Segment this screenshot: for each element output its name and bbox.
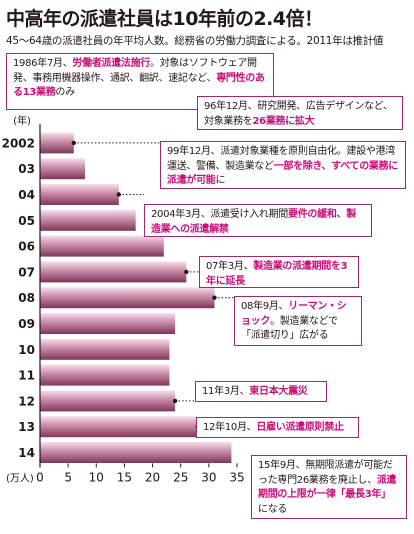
bar-11 (40, 364, 170, 386)
bar-07 (40, 261, 187, 283)
annotation-highlight: 製造業の派遣期間を3年に延長 (206, 261, 348, 287)
annotation-text: 。製造業などで「派遣切り」広がる (241, 315, 338, 342)
bar-03 (40, 158, 86, 180)
annotation-highlight: 派遣期間の上限が一律「最長3年」 (258, 474, 397, 501)
annotation-text: 。対象はソフトウェア開発、事務用機器操作、通訳、翻訳、速記など、 (13, 58, 257, 84)
y-tick-label-05: 05 (18, 214, 35, 228)
leader-dot-a6 (212, 295, 217, 300)
y-tick-label-13: 13 (18, 420, 35, 434)
annotation-text: のみ (55, 87, 75, 98)
annotation-text: に (215, 175, 226, 186)
annotation-text: 07年3月、 (206, 261, 254, 272)
y-tick-label-06: 06 (18, 240, 35, 254)
x-tick-label-35: 35 (229, 470, 244, 484)
annotation-a1: 1986年7月、労働者派遣法施行。対象はソフトウェア開発、事務用機器操作、通訳、… (6, 53, 274, 110)
x-unit-label: (万人) (6, 472, 34, 484)
annotation-text: 2004年3月、派遣受け入れ期間 (151, 209, 289, 220)
annotation-highlight: 日雇い派遣原則禁止 (256, 422, 344, 433)
leader-dot-a3 (71, 140, 76, 146)
annotation-text: 96年12月、研究開発、広告デザインなど、対象業務を (204, 101, 393, 127)
y-tick-label-10: 10 (18, 343, 35, 357)
annotation-a4: 2004年3月、派遣受け入れ期間要件の緩和、製造業への派遣解禁 (144, 204, 372, 237)
bar-09 (40, 313, 176, 334)
annotation-text: 1986年7月、 (13, 58, 73, 69)
x-tick-label-5: 5 (64, 470, 72, 484)
bar-10 (40, 338, 170, 360)
x-tick-label-25: 25 (173, 470, 188, 484)
annotation-highlight: 要件の緩和、製造業への派遣解禁 (151, 209, 356, 235)
annotation-a3: 99年12月、派遣対象業種を原則自由化。建設や港湾運送、警備、製造業など一部を除… (160, 141, 406, 189)
y-tick-label-03: 03 (18, 162, 35, 176)
bar-2002 (40, 132, 74, 154)
annotation-a7: 11年3月、東日本大震災 (195, 381, 327, 402)
y-tick-label-08: 08 (18, 291, 35, 305)
bar-14 (40, 442, 232, 463)
annotation-text: 99年12月、派遣対象業種を原則自由化。建設や港湾運送、警備、製造業など (167, 146, 395, 172)
y-tick-label-04: 04 (18, 188, 35, 202)
y-tick-label-09: 09 (18, 317, 35, 331)
annotation-text: 08年9月、 (241, 301, 289, 312)
annotation-highlight: 専門性のある13業務 (13, 72, 265, 99)
bar-06 (40, 235, 164, 257)
annotation-a2: 96年12月、研究開発、広告デザインなど、対象業務を26業務に拡大 (197, 96, 403, 130)
x-tick-label-30: 30 (201, 470, 216, 484)
bar-04 (40, 184, 119, 205)
chart-title: 中高年の派遣社員は10年前の2.4倍！ (6, 8, 323, 30)
bar-05 (40, 209, 136, 231)
annotation-text: 12年10月、 (203, 422, 257, 433)
annotation-highlight: 26業務に拡大 (252, 115, 315, 127)
annotation-a8: 12年10月、日雇い派遣原則禁止 (196, 417, 359, 438)
annotation-text: 11年3月、 (202, 386, 250, 397)
leader-dot-a4 (116, 192, 122, 197)
bar-08 (40, 287, 215, 309)
bar-12 (40, 390, 176, 412)
leader-dot-a5 (184, 269, 189, 275)
annotation-highlight: 東日本大震災 (249, 386, 308, 397)
annotation-text: 15年9月、無期限派遣が可能だった専門26業務を廃止し、 (258, 460, 393, 486)
annotation-a9: 15年9月、無期限派遣が可能だった専門26業務を廃止し、派遣期間の上限が一律「最… (251, 455, 407, 519)
y-tick-label-14: 14 (18, 446, 35, 460)
y-tick-label-11: 11 (18, 369, 35, 383)
annotation-highlight: 一部を除き、すべての業務に派遣が可能 (167, 160, 399, 187)
bar-13 (40, 416, 198, 438)
x-tick-label-0: 0 (36, 470, 44, 484)
y-unit-label: (年) (13, 114, 31, 127)
y-tick-label-12: 12 (18, 394, 35, 408)
x-tick-label-20: 20 (145, 470, 160, 484)
y-tick-label-07: 07 (18, 265, 35, 279)
x-tick-label-10: 10 (89, 470, 104, 484)
annotation-text: になる (258, 503, 288, 515)
annotation-a5: 07年3月、製造業の派遣期間を3年に延長 (199, 256, 359, 288)
annotation-highlight: リーマン・ショック (241, 301, 347, 327)
x-tick-label-15: 15 (117, 470, 132, 484)
chart-subtitle: 45～64歳の派遣社員の年平均人数。総務省の労働力調査による。2011年は推計値 (6, 35, 384, 47)
y-tick-label-2002: 2002 (2, 136, 35, 150)
leader-dot-a7 (172, 398, 178, 404)
annotation-highlight: 労働者派遣法施行 (72, 58, 151, 69)
annotation-a6: 08年9月、リーマン・ショック。製造業などで「派遣切り」広がる (234, 296, 362, 346)
